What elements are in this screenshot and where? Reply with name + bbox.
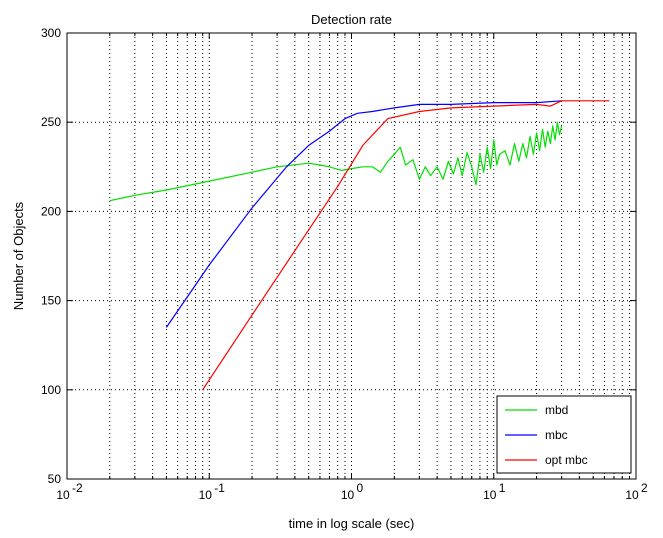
x-tick-exponent: -2 [72, 481, 83, 495]
x-tick-exponent: 1 [499, 481, 506, 495]
x-tick-label: 10 [483, 488, 497, 502]
legend-label-mbc: mbc [545, 428, 568, 442]
y-tick-label: 300 [41, 26, 61, 40]
y-axis-label: Number of Objects [11, 201, 26, 310]
legend-label-mbd: mbd [545, 403, 568, 417]
legend: mbd mbc opt mbc [496, 395, 632, 474]
series-line-opt-mbc [202, 100, 610, 391]
y-tick-label: 100 [41, 383, 61, 397]
y-tick-label: 250 [41, 115, 61, 129]
x-tick-exponent: 2 [641, 481, 648, 495]
x-tick-exponent: -1 [214, 481, 225, 495]
x-axis-label: time in log scale (sec) [289, 516, 415, 531]
series-line-mbc [165, 100, 562, 328]
series-lines [109, 100, 610, 391]
x-tick-exponent: 0 [357, 481, 364, 495]
grid [67, 33, 636, 479]
series-line-mbd [109, 121, 563, 202]
y-tick-label: 150 [41, 294, 61, 308]
x-tick-label: 10 [341, 488, 355, 502]
chart-title: Detection rate [311, 12, 392, 27]
y-tick-label: 200 [41, 204, 61, 218]
x-tick-label: 10 [199, 488, 213, 502]
x-tick-label: 10 [56, 488, 70, 502]
x-tick-label: 10 [625, 488, 639, 502]
y-tick-label: 50 [48, 472, 62, 486]
legend-label-opt-mbc: opt mbc [545, 453, 588, 467]
